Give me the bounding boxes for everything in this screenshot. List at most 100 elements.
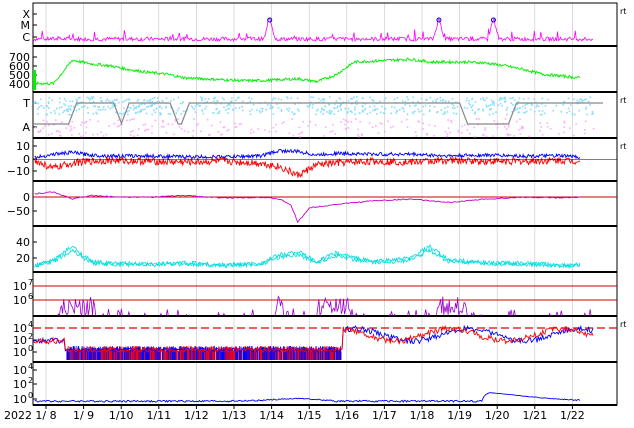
polarity-point (368, 122, 371, 124)
polarity-point (563, 120, 566, 123)
polarity-point (331, 130, 334, 132)
polarity-point (488, 108, 491, 111)
polarity-point (492, 100, 495, 103)
polarity-point (501, 105, 503, 107)
polarity-point (85, 126, 88, 129)
polarity-point (390, 112, 392, 115)
polarity-point (59, 131, 61, 134)
polarity-point (444, 130, 447, 133)
xray-flux-line (33, 17, 594, 43)
polarity-point (64, 104, 67, 106)
polarity-point (374, 108, 377, 110)
polarity-point (451, 103, 454, 106)
polarity-point (70, 128, 73, 130)
polarity-point (50, 111, 52, 114)
polarity-point (292, 134, 295, 137)
polarity-point (82, 134, 85, 137)
y-tick-exponent: 2 (28, 332, 33, 341)
polarity-point (145, 106, 148, 108)
polarity-point (208, 134, 210, 136)
polarity-point (234, 126, 237, 129)
polarity-point (314, 124, 317, 126)
panel-frame (32, 271, 618, 317)
polarity-point (440, 99, 442, 102)
polarity-point (144, 108, 146, 111)
polarity-point (432, 100, 434, 103)
polarity-point (167, 112, 170, 115)
polarity-point (329, 109, 331, 112)
polarity-point (422, 105, 425, 108)
polarity-point (157, 97, 159, 99)
polarity-point (91, 97, 94, 100)
polarity-point (353, 96, 355, 99)
polarity-point (539, 122, 541, 124)
polarity-point (57, 130, 59, 132)
polarity-point (344, 119, 347, 122)
polarity-point (260, 107, 263, 110)
polarity-point (48, 97, 50, 99)
polarity-point (174, 120, 177, 122)
polarity-point (473, 126, 475, 129)
polarity-point (436, 111, 438, 114)
polarity-point (230, 100, 233, 103)
polarity-point (504, 100, 507, 103)
polarity-point (350, 120, 353, 123)
polarity-point (75, 109, 78, 112)
y-tick-label: 400 (9, 78, 30, 91)
polarity-point (92, 113, 95, 115)
polarity-point (463, 124, 466, 126)
polarity-point (425, 99, 427, 102)
polarity-point (53, 110, 56, 112)
polarity-point (272, 97, 275, 99)
polarity-point (202, 112, 205, 115)
polarity-point (178, 107, 180, 110)
polarity-point (455, 112, 458, 115)
polarity-point (271, 107, 273, 110)
polarity-point (232, 108, 234, 111)
polarity-point (366, 113, 369, 115)
polarity-point (46, 105, 49, 107)
panel-frame (32, 180, 618, 227)
polarity-point (404, 100, 407, 103)
polarity-point (69, 109, 72, 111)
date-tick-label: 1/16 (334, 409, 359, 422)
polarity-point (48, 124, 50, 126)
polarity-point (450, 119, 452, 122)
polarity-point (35, 102, 38, 105)
polarity-point (138, 110, 141, 113)
polarity-point (311, 106, 314, 109)
polarity-point (544, 105, 547, 107)
polarity-point (384, 97, 387, 99)
polarity-point (108, 125, 110, 128)
polarity-point (562, 103, 564, 106)
y-tick-label: 600 (9, 60, 30, 73)
date-tick-label: 1/11 (146, 409, 171, 422)
polarity-point (280, 98, 283, 101)
polarity-point (40, 104, 43, 107)
polarity-point (351, 111, 353, 114)
polarity-point (287, 97, 289, 100)
date-tick-label: 1/ 9 (73, 409, 94, 422)
polarity-point (143, 99, 146, 101)
y-tick-label: 20 (16, 252, 30, 265)
polarity-point (316, 109, 318, 112)
polarity-point (506, 106, 509, 109)
realtime-label: rt (620, 142, 626, 151)
date-tick-label: 1/15 (297, 409, 322, 422)
polarity-point (69, 100, 72, 103)
polarity-point (513, 99, 516, 101)
polarity-point (546, 125, 549, 128)
polarity-point (132, 104, 135, 107)
polarity-point (489, 104, 492, 106)
polarity-point (315, 113, 317, 116)
y-tick-label: X (22, 8, 30, 21)
polarity-point (68, 124, 70, 127)
polarity-point (146, 100, 149, 103)
realtime-label: rt (620, 96, 626, 105)
polarity-point (40, 129, 42, 132)
polarity-point (110, 101, 112, 103)
polarity-point (584, 98, 587, 100)
date-tick-label: 1/10 (109, 409, 134, 422)
